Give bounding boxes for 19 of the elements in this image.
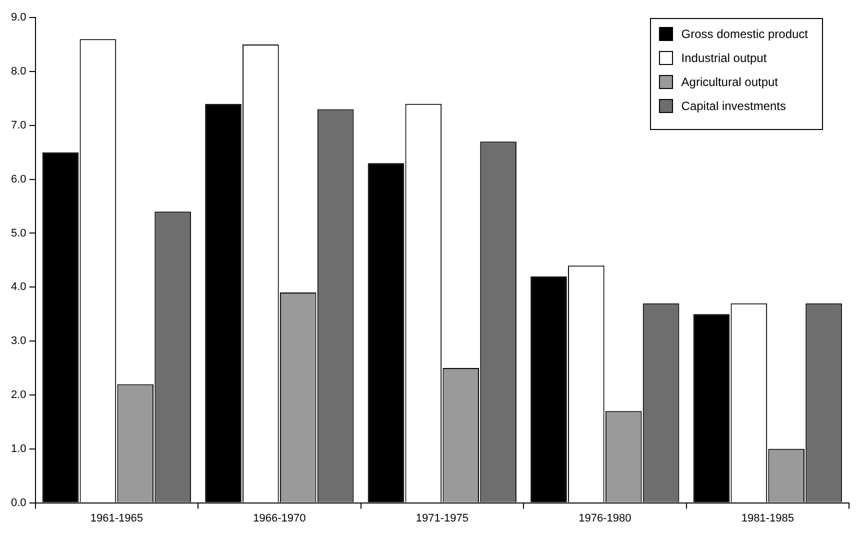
y-tick-label: 9.0 [10,12,26,24]
legend-label: Industrial output [681,51,767,65]
y-tick-label: 4.0 [10,281,26,294]
x-tick-label: 1981-1985 [741,512,794,524]
y-tick-label: 5.0 [10,227,26,240]
x-tick-label: 1961-1965 [90,512,143,524]
y-tick-label: 2.0 [10,389,26,402]
x-tick-label: 1966-1970 [253,512,306,524]
legend-label: Gross domestic product [681,27,808,41]
legend-label: Capital investments [681,99,786,113]
legend-label: Agricultural output [681,75,778,89]
y-tick-label: 7.0 [10,119,26,132]
y-tick-label: 1.0 [10,442,26,455]
x-tick-label: 1971-1975 [416,512,468,524]
y-tick-label: 3.0 [10,335,26,348]
x-tick-label: 1976-1980 [578,512,632,524]
y-tick-label: 0.0 [10,496,26,509]
y-tick-label: 6.0 [10,173,26,186]
y-tick-label: 8.0 [10,66,26,78]
